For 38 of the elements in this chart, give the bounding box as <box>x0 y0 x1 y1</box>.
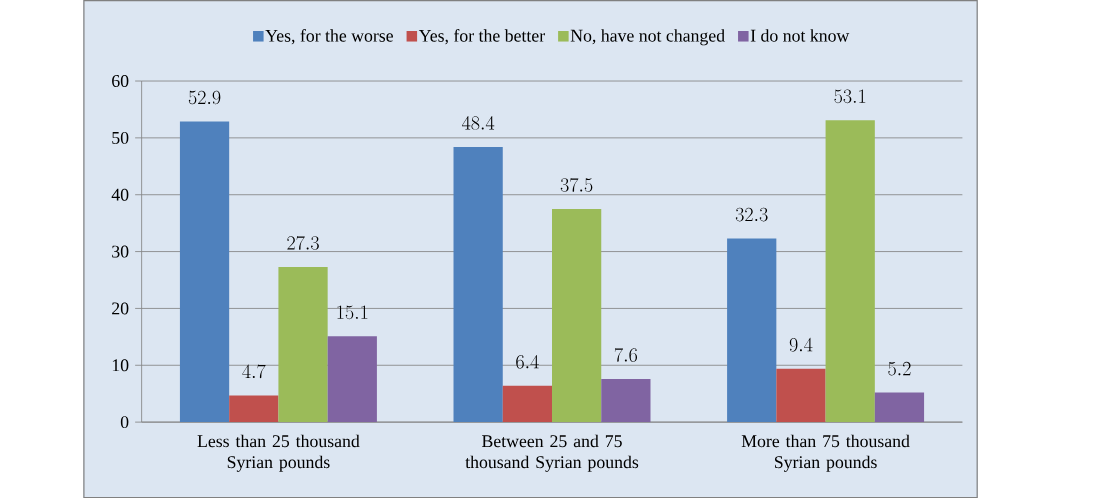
y-tick-label: 60 <box>112 74 129 87</box>
data-label: 4.7 <box>242 364 266 379</box>
y-tick-label: 0 <box>120 415 129 428</box>
data-label: 6.4 <box>516 354 539 369</box>
data-label: 27.3 <box>287 235 319 250</box>
legend-label: Yes, for the worse <box>265 28 393 45</box>
bar <box>229 395 279 422</box>
data-label: 53. 1 <box>834 89 866 103</box>
legend-label: No, have not changed <box>570 29 725 46</box>
data-label: 7.6 <box>614 347 638 362</box>
bar <box>453 146 503 422</box>
y-tick-label: 40 <box>111 188 129 201</box>
y-tick-label: 20 <box>112 302 129 315</box>
x-tick-label: Between 25 and 75 thousand Syrian pounds <box>465 434 639 472</box>
data-label: 37.5 <box>560 177 593 192</box>
data-label: 48.4 <box>461 115 495 130</box>
legend-label: I do not know <box>750 29 850 42</box>
y-tick-label: 50 <box>112 131 129 144</box>
bar <box>874 392 925 422</box>
data-label: 15. 1 <box>337 305 368 320</box>
x-tick-label: More than 75 thousand Syrian pounds <box>741 434 910 472</box>
legend-label: Yes, for the better <box>418 28 545 45</box>
y-tick-label: 10 <box>112 359 129 372</box>
bar <box>278 266 328 422</box>
data-label: 5.2 <box>888 361 911 376</box>
bar <box>179 121 230 422</box>
bar <box>327 336 377 422</box>
bar <box>552 208 602 422</box>
y-tick-label: 30 <box>112 245 129 258</box>
x-tick-label: Less than 25 thousand Syrian pounds <box>197 434 360 472</box>
bar <box>825 120 875 422</box>
data-label: 32.3 <box>735 207 768 222</box>
data-label: 9.4 <box>789 337 813 352</box>
bar <box>727 238 777 422</box>
bar <box>502 385 552 422</box>
data-label: 52.9 <box>188 90 221 105</box>
bar <box>601 378 651 422</box>
bar <box>776 368 826 422</box>
